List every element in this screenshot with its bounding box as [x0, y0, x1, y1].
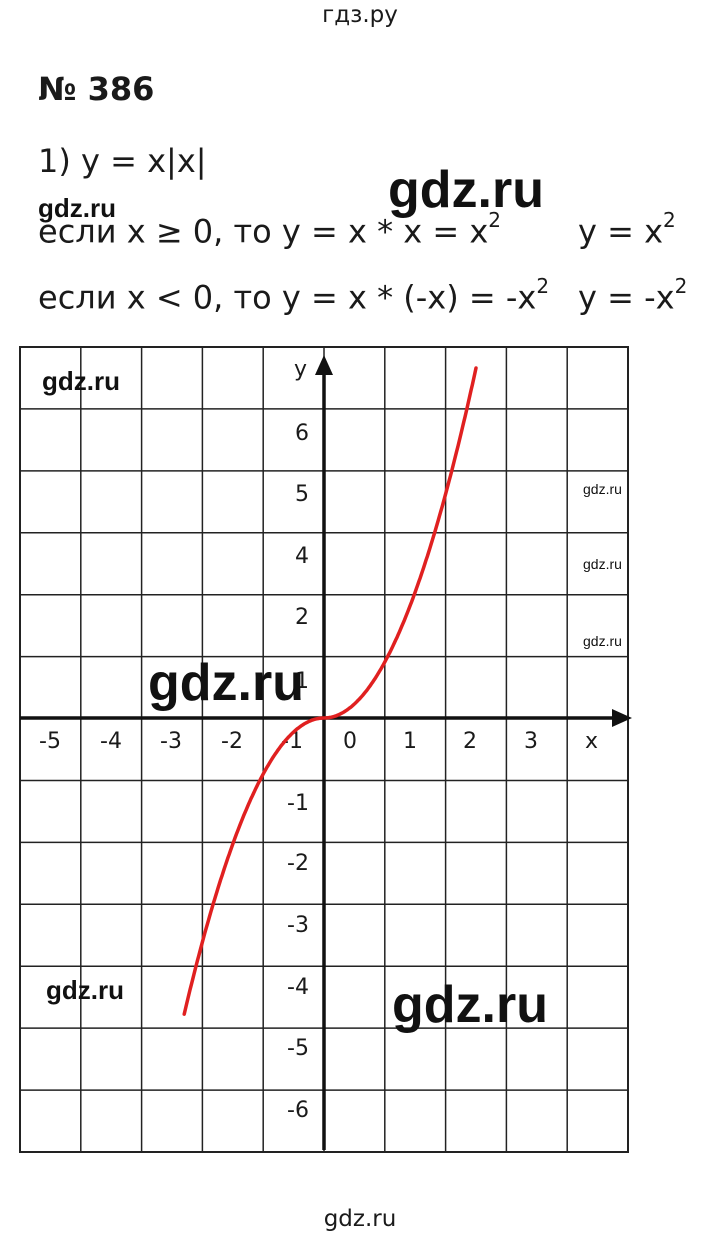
watermark: gdz.ru: [583, 633, 622, 649]
watermark: gdz.ru: [583, 481, 622, 497]
case-positive-result-text: y = x: [578, 212, 664, 251]
y-tick-label: 4: [295, 544, 309, 569]
case-positive: если x ≥ 0, то y = x * x = x2: [38, 208, 501, 251]
watermark: gdz.ru: [42, 366, 120, 396]
watermark: gdz.ru: [148, 654, 304, 712]
case-negative-text: если x < 0, то y = x * (-x) = -x: [38, 278, 537, 317]
case-negative-result: y = -x2: [578, 274, 687, 317]
x-tick-label: 3: [524, 729, 538, 754]
x-axis-label: x: [585, 729, 598, 754]
y-tick-label: -4: [287, 975, 309, 1000]
x-axis-arrow: [612, 709, 632, 727]
tick-labels: -5 -4 -3 -2 -1 0 1 2 3 1 2 4 5 6 -1 -2 -3 -4 -5 -6: [39, 421, 538, 1123]
watermark: gdz.ru: [38, 193, 116, 223]
case-negative-result-exponent: 2: [674, 274, 688, 298]
function-curve: [182, 366, 478, 1016]
case-positive-result-exponent: 2: [663, 208, 676, 232]
task-number: № 386: [38, 70, 155, 108]
case-negative-exponent: 2: [536, 274, 550, 298]
x-tick-label: 1: [403, 729, 417, 754]
x-tick-label: 0: [343, 729, 357, 754]
y-axis-arrow: [315, 355, 333, 375]
y-tick-label: -5: [287, 1036, 309, 1061]
watermark: gdz.ru: [392, 976, 548, 1034]
x-tick-label: 2: [463, 729, 477, 754]
case-positive-result: y = x2: [578, 208, 676, 251]
y-tick-label: -1: [287, 791, 309, 816]
x-tick-label: -1: [281, 729, 303, 754]
y-tick-label: 6: [295, 421, 309, 446]
x-tick-label: -4: [100, 729, 122, 754]
watermark: gdz.ru: [583, 556, 622, 572]
case-negative-result-text: y = -x: [578, 278, 675, 317]
case-positive-exponent: 2: [488, 208, 502, 232]
function-definition: 1) y = x|x|: [38, 142, 207, 180]
y-tick-label: -6: [287, 1098, 309, 1123]
case-positive-text: если x ≥ 0, то y = x * x = x: [38, 212, 489, 251]
y-tick-label: 2: [295, 605, 309, 630]
site-header: гдз.ру: [322, 2, 398, 28]
case-negative: если x < 0, то y = x * (-x) = -x2: [38, 274, 549, 317]
x-tick-label: -3: [160, 729, 182, 754]
x-tick-label: -5: [39, 729, 61, 754]
watermark: gdz.ru: [388, 161, 544, 219]
site-footer: gdz.ru: [323, 1206, 397, 1232]
y-tick-label: 5: [295, 482, 309, 507]
watermark: gdz.ru: [46, 975, 124, 1005]
y-tick-label: -3: [287, 913, 309, 938]
y-tick-label: -2: [287, 851, 309, 876]
y-axis-label: y: [294, 357, 307, 382]
x-tick-label: -2: [221, 729, 243, 754]
y-tick-label: 1: [295, 669, 309, 694]
